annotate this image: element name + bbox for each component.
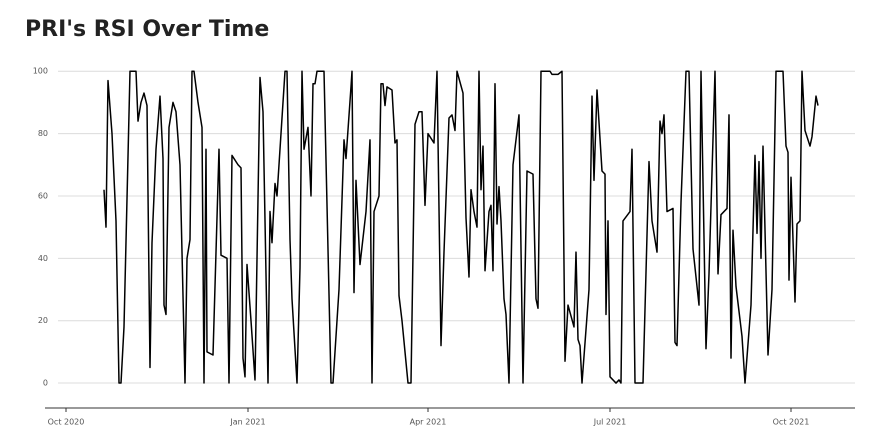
chart-title: PRI's RSI Over Time (25, 17, 269, 42)
x-tick-label: Oct 2021 (773, 418, 810, 427)
y-tick-label: 20 (38, 316, 48, 325)
x-tick-label: Oct 2020 (48, 418, 85, 427)
rsi-line (103, 70, 819, 384)
y-tick-label: 0 (43, 379, 48, 388)
x-tick-label: Jan 2021 (229, 418, 265, 427)
x-tick-label: Apr 2021 (410, 418, 447, 427)
y-tick-label: 60 (38, 191, 48, 200)
y-tick-label: 100 (33, 67, 48, 76)
y-tick-label: 80 (38, 129, 48, 138)
x-tick-label: Jul 2021 (593, 418, 627, 427)
y-tick-label: 40 (38, 254, 48, 263)
